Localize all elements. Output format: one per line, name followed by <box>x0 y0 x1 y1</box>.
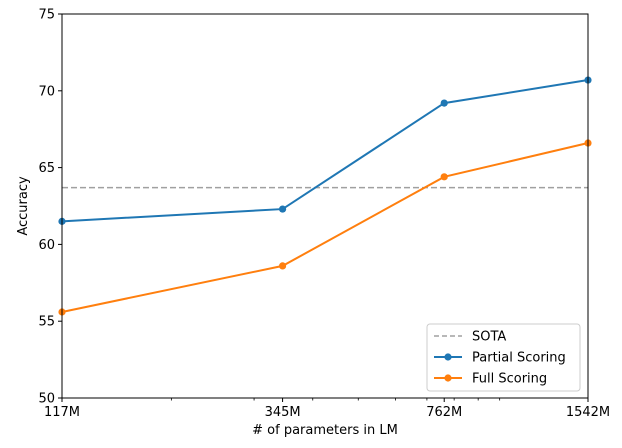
x-axis: 117M 345M 762M 1542M <box>44 398 610 420</box>
partial-scoring-point <box>278 205 287 213</box>
full-scoring-point <box>278 262 287 270</box>
x-tick-label: 117M <box>44 405 80 420</box>
y-tick-label: 55 <box>38 315 55 330</box>
y-axis-label: Accuracy <box>16 176 31 236</box>
x-tick-label: 762M <box>426 405 462 420</box>
partial-scoring-line <box>61 79 589 223</box>
y-tick-label: 75 <box>38 8 55 23</box>
x-tick-label: 345M <box>265 405 301 420</box>
legend: SOTA Partial Scoring Full Scoring <box>426 323 581 392</box>
y-tick-label: 60 <box>38 238 55 253</box>
plot-frame <box>61 13 589 399</box>
y-tick-label: 65 <box>38 161 55 176</box>
plot-area <box>58 76 592 316</box>
partial-scoring-point <box>440 99 448 107</box>
legend-label-sota: SOTA <box>472 330 506 345</box>
legend-marker-partial-scoring <box>444 353 452 361</box>
legend-label-full-scoring: Full Scoring <box>472 372 547 387</box>
legend-label-partial-scoring: Partial Scoring <box>472 351 566 366</box>
y-tick-label: 50 <box>38 392 55 407</box>
y-axis: 50 55 60 65 70 75 <box>38 8 62 407</box>
x-axis-label: # of parameters in LM <box>252 423 398 438</box>
legend-marker-full-scoring <box>444 374 452 382</box>
full-scoring-point <box>440 173 448 181</box>
legend-box <box>426 323 581 392</box>
full-scoring-line <box>61 142 589 313</box>
x-tick-label: 1542M <box>566 405 610 420</box>
y-tick-label: 70 <box>38 84 55 99</box>
